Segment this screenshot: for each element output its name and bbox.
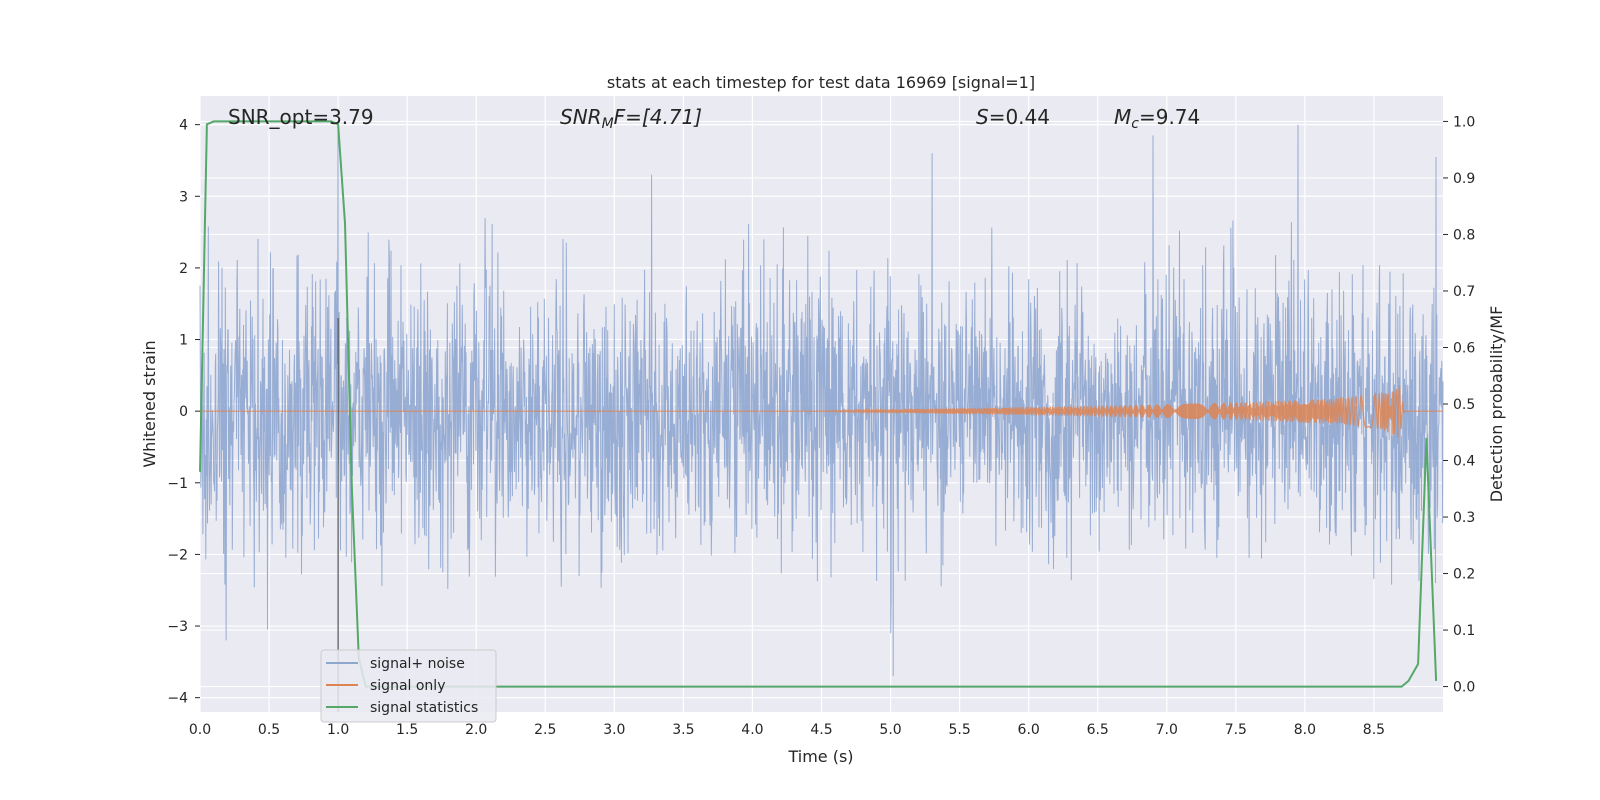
x-tick-label: 6.5: [1087, 722, 1109, 738]
y-tick-label: 0: [179, 404, 188, 420]
noise-series: [199, 124, 1444, 677]
x-tick-label: 0.0: [189, 722, 211, 738]
y2-tick-label: 0.9: [1453, 171, 1475, 187]
annotation-mc-var: M: [1114, 105, 1131, 129]
y2-tick-label: 1.0: [1453, 114, 1475, 130]
x-tick-label: 3.0: [603, 722, 625, 738]
legend-label-signal: signal only: [370, 678, 445, 694]
annotation-s-rest: =0.44: [989, 105, 1050, 129]
x-tick-label: 2.0: [465, 722, 487, 738]
y2-tick-labels: 1.0 0.9 0.8 0.7 0.6 0.5 0.4 0.3 0.2 0.1 0.0: [1443, 114, 1475, 696]
annotation-snr-mf: SNRMF=[4.71]: [560, 105, 702, 132]
legend-box: [320, 649, 497, 723]
x-tick-label: 1.0: [327, 722, 349, 738]
y2-tick-label: 0.8: [1453, 227, 1475, 243]
x-tick-label: 5.5: [948, 722, 970, 738]
y-tick-label: −4: [167, 691, 188, 707]
annotation-s-var: S: [976, 105, 989, 129]
signal-series: [200, 385, 1443, 438]
y-tick-label: 4: [179, 118, 188, 134]
x-tick-label: 0.5: [258, 722, 280, 738]
x-tick-label: 8.0: [1294, 722, 1316, 738]
x-tick-label: 5.0: [879, 722, 901, 738]
y-axis-label: Whitened strain: [140, 340, 159, 467]
y2-tick-label: 0.4: [1453, 454, 1475, 470]
x-tick-label: 4.0: [741, 722, 763, 738]
noise-trace: [199, 124, 1444, 677]
legend-label-noise: signal+ noise: [370, 656, 465, 672]
x-tick-labels: 0.0 0.5 1.0 1.5 2.0 2.5 3.0 3.5 4.0 4.5 5.0 5.5 6.0 6…: [189, 722, 1385, 738]
y2-tick-label: 0.1: [1453, 623, 1475, 639]
annotation-snr-mf-sub: M: [602, 116, 614, 132]
y-tick-label: −3: [167, 619, 188, 635]
x-tick-label: 2.5: [534, 722, 556, 738]
annotation-snr-mf-rest: F=[4.71]: [614, 105, 702, 129]
annotation-snr-opt: SNR_opt=3.79: [228, 105, 374, 129]
y2-tick-label: 0.0: [1453, 680, 1475, 696]
annotation-mc: Mc=9.74: [1114, 105, 1200, 132]
y2-tick-label: 0.2: [1453, 567, 1475, 583]
signal-trace: [200, 385, 1443, 438]
y2-tick-label: 0.6: [1453, 340, 1475, 356]
y2-tick-label: 0.5: [1453, 397, 1475, 413]
y2-tick-label: 0.3: [1453, 510, 1475, 526]
y-tick-label: −2: [167, 547, 188, 563]
legend-label-stat: signal statistics: [370, 700, 478, 716]
x-tick-label: 6.0: [1018, 722, 1040, 738]
x-tick-label: 1.5: [396, 722, 418, 738]
y-tick-label: 3: [179, 189, 188, 205]
annotation-s: S=0.44: [976, 105, 1050, 129]
annotation-snr-mf-main: SNR: [560, 105, 602, 129]
y-tick-labels: 4 3 2 1 0 −1 −2 −3 −4: [167, 118, 200, 707]
legend: signal+ noise signal only signal statist…: [320, 649, 497, 723]
y2-axis-label: Detection probability/MF: [1487, 306, 1506, 503]
y-tick-label: 2: [179, 261, 188, 277]
y-tick-label: 1: [179, 333, 188, 349]
x-tick-label: 7.5: [1225, 722, 1247, 738]
y2-tick-label: 0.7: [1453, 284, 1475, 300]
x-tick-label: 3.5: [672, 722, 694, 738]
annotation-mc-rest: =9.74: [1139, 105, 1200, 129]
x-tick-label: 8.5: [1363, 722, 1385, 738]
y-tick-label: −1: [167, 476, 188, 492]
x-axis-label: Time (s): [787, 747, 853, 766]
x-tick-label: 4.5: [810, 722, 832, 738]
chart-title: stats at each timestep for test data 169…: [607, 73, 1035, 92]
annotation-mc-sub: c: [1131, 116, 1139, 132]
x-tick-label: 7.0: [1156, 722, 1178, 738]
